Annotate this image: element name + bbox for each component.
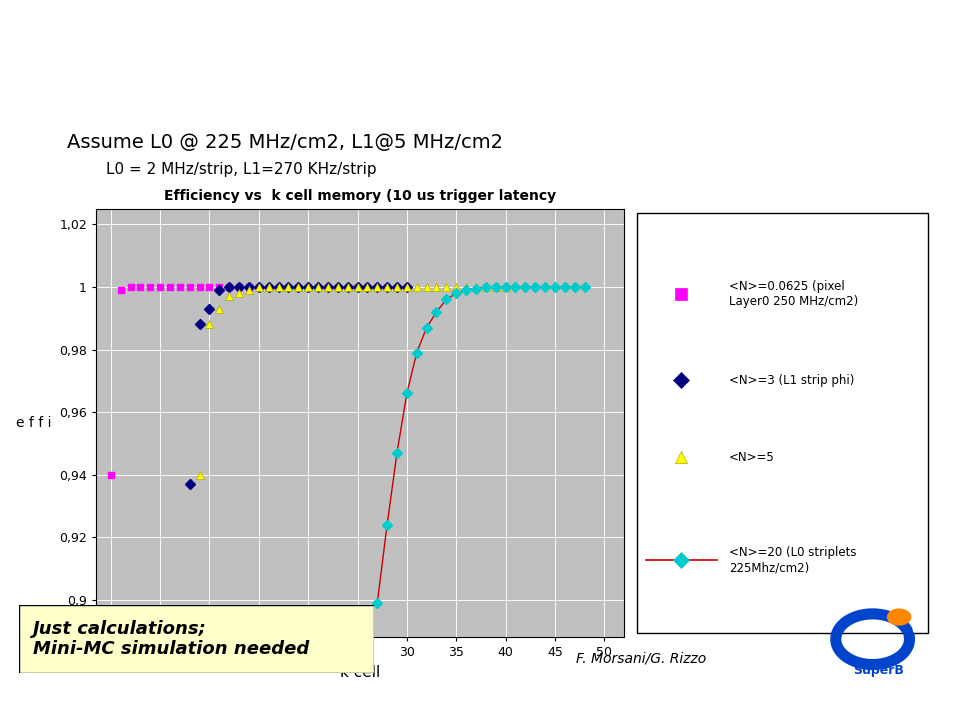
FancyBboxPatch shape — [19, 605, 374, 673]
FancyBboxPatch shape — [636, 213, 928, 633]
Text: <N>=5: <N>=5 — [729, 451, 775, 464]
Text: 22: 22 — [911, 693, 936, 711]
Text: <N>=20 (L0 striplets
225Mhz/cm2): <N>=20 (L0 striplets 225Mhz/cm2) — [729, 546, 856, 574]
Text: SuperB: SuperB — [853, 665, 903, 678]
Title: Efficiency vs  k cell memory (10 us trigger latency: Efficiency vs k cell memory (10 us trigg… — [164, 189, 556, 204]
Text: F. Morsani/G. Rizzo: F. Morsani/G. Rizzo — [576, 652, 707, 666]
Text: Assume L0 @ 225 MHz/cm2, L1@5 MHz/cm2: Assume L0 @ 225 MHz/cm2, L1@5 MHz/cm2 — [67, 133, 503, 152]
Text: (preliminary): (preliminary) — [393, 82, 567, 106]
Text: Just calculations;
Mini-MC simulation needed: Just calculations; Mini-MC simulation ne… — [34, 620, 310, 658]
Circle shape — [888, 609, 911, 625]
Text: L0 = 2 MHz/strip, L1=270 KHz/strip: L0 = 2 MHz/strip, L1=270 KHz/strip — [106, 162, 376, 177]
Y-axis label: e f f i: e f f i — [16, 416, 52, 430]
Text: <N>=3 (L1 strip phi): <N>=3 (L1 strip phi) — [729, 374, 854, 387]
X-axis label: k cell: k cell — [340, 665, 380, 680]
Text: <N>=0.0625 (pixel
Layer0 250 MHz/cm2): <N>=0.0625 (pixel Layer0 250 MHz/cm2) — [729, 281, 858, 308]
Text: Number of buffers required for L0 striplets/L1 strip: Number of buffers required for L0 stripl… — [138, 34, 822, 58]
